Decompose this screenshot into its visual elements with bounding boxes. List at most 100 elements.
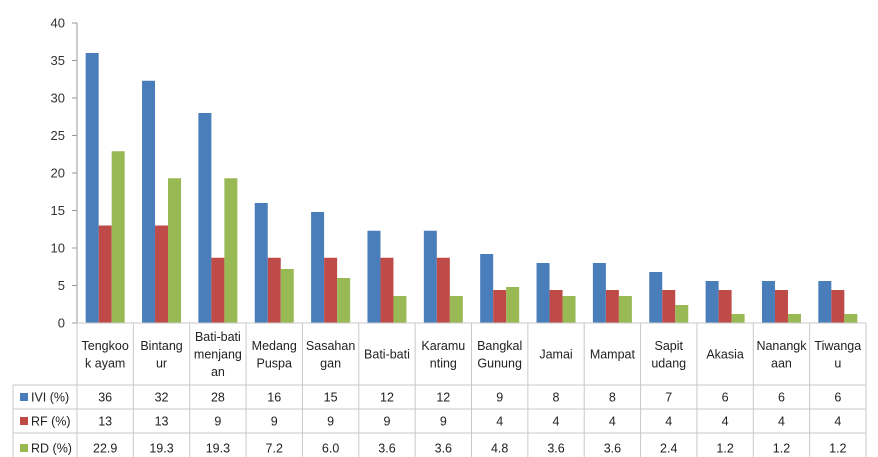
bar-ivi xyxy=(818,281,832,323)
legend-label: RD (%) xyxy=(31,442,72,456)
bar-ivi xyxy=(85,53,99,323)
y-tick-label: 30 xyxy=(51,91,65,106)
category-label: Mampat xyxy=(590,348,636,362)
bar-rf xyxy=(493,290,507,323)
category-label: nting xyxy=(430,356,457,370)
table-cell-value: 9 xyxy=(496,391,503,405)
table-cell-value: 6 xyxy=(834,391,841,405)
table-cell-value: 9 xyxy=(383,415,390,429)
table-cell-value: 15 xyxy=(324,391,338,405)
bar-rd xyxy=(506,287,520,323)
bar-rf xyxy=(718,290,732,323)
bar-rd xyxy=(449,296,463,323)
category-label: Puspa xyxy=(257,356,292,370)
table-cell-value: 8 xyxy=(609,391,616,405)
bar-rf xyxy=(774,290,788,323)
table-cell-value: 3.6 xyxy=(547,442,564,456)
bar-rd xyxy=(675,305,689,323)
bar-rd xyxy=(224,178,238,323)
bar-ivi xyxy=(142,80,156,323)
table-cell-value: 4 xyxy=(665,415,672,429)
bar-rf xyxy=(436,257,450,323)
y-tick-label: 35 xyxy=(51,53,65,68)
table-cell-value: 13 xyxy=(98,415,112,429)
table-cell-value: 3.6 xyxy=(435,442,452,456)
category-label: Sapit xyxy=(655,339,684,353)
y-tick-label: 25 xyxy=(51,128,65,143)
category-label: u xyxy=(834,356,841,370)
category-label: Bati-bati xyxy=(195,330,241,344)
category-label: Tengkoo xyxy=(82,339,129,353)
table-cell-value: 9 xyxy=(327,415,334,429)
table-cell-value: 4 xyxy=(609,415,616,429)
bar-rd xyxy=(280,269,294,323)
bar-rf xyxy=(549,290,563,323)
bar-rf xyxy=(380,257,394,323)
bar-rf xyxy=(662,290,676,323)
table-cell-value: 2.4 xyxy=(660,442,677,456)
table-cell-value: 8 xyxy=(553,391,560,405)
table-cell-value: 1.2 xyxy=(773,442,790,456)
bar-rd xyxy=(168,178,182,323)
bar-ivi xyxy=(367,230,381,323)
table-cell-value: 4 xyxy=(722,415,729,429)
category-label: k ayam xyxy=(85,356,125,370)
table-cell-value: 19.3 xyxy=(149,442,173,456)
table-cell-value: 7 xyxy=(665,391,672,405)
y-axis: 0 5 10 15 20 25 30 35 40 xyxy=(51,16,78,331)
table-cell-value: 28 xyxy=(211,391,225,405)
bar-rd xyxy=(111,151,125,323)
table-cell-value: 4.8 xyxy=(491,442,508,456)
category-label: Bangkal xyxy=(477,339,522,353)
bar-ivi xyxy=(480,254,494,323)
category-label: Gunung xyxy=(477,356,522,370)
y-tick-label: 10 xyxy=(51,241,65,256)
category-label: Tiwanga xyxy=(814,339,861,353)
table-cell-value: 7.2 xyxy=(266,442,283,456)
table-cell-value: 12 xyxy=(380,391,394,405)
legend-swatch xyxy=(20,444,28,452)
category-label: ur xyxy=(156,356,167,370)
category-label: Bati-bati xyxy=(364,348,410,362)
bar-rf xyxy=(831,290,845,323)
table-cell-value: 6 xyxy=(722,391,729,405)
category-label: an xyxy=(211,365,225,379)
bar-ivi xyxy=(592,263,606,323)
y-tick-label: 40 xyxy=(51,16,65,31)
table-cell-value: 13 xyxy=(155,415,169,429)
bar-ivi xyxy=(254,203,268,323)
table-cell-value: 12 xyxy=(436,391,450,405)
category-label: Sasahan xyxy=(306,339,355,353)
table-cell-value: 6 xyxy=(778,391,785,405)
table-cell-value: 9 xyxy=(271,415,278,429)
bar-rd xyxy=(618,296,632,323)
bar-ivi xyxy=(705,281,719,323)
data-table: Tengkoo k ayam Bintang ur Bati-bati menjang an… xyxy=(12,322,867,457)
table-cell-value: 36 xyxy=(98,391,112,405)
category-label: udang xyxy=(651,356,686,370)
bar-rf xyxy=(155,225,169,323)
table-cell-value: 9 xyxy=(214,415,221,429)
category-label: menjang xyxy=(194,348,242,362)
category-label: Medang xyxy=(252,339,297,353)
category-label: Nanangk xyxy=(756,339,807,353)
bar-rf xyxy=(605,290,619,323)
bar-rd xyxy=(393,296,407,323)
bars xyxy=(85,53,858,323)
category-label: Akasia xyxy=(706,348,744,362)
table-cell-value: 1.2 xyxy=(829,442,846,456)
y-tick-label: 20 xyxy=(51,166,65,181)
bar-rd xyxy=(337,278,351,323)
category-label: Jamai xyxy=(539,348,572,362)
table-cell-value: 22.9 xyxy=(93,442,117,456)
legend-label: RF (%) xyxy=(31,415,71,429)
table-cell-value: 3.6 xyxy=(604,442,621,456)
table-cell-value: 6.0 xyxy=(322,442,339,456)
y-tick-label: 15 xyxy=(51,203,65,218)
table-cell-value: 4 xyxy=(553,415,560,429)
bar-rf xyxy=(211,257,225,323)
legend-swatch xyxy=(20,417,28,425)
bar-rf xyxy=(98,225,112,323)
legend-swatch xyxy=(20,393,28,401)
